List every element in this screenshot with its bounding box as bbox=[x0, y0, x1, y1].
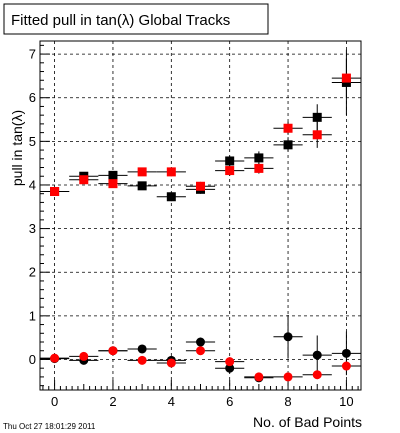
circle-marker bbox=[108, 346, 118, 356]
y-tick-label: 7 bbox=[29, 47, 36, 62]
square-marker bbox=[254, 153, 264, 163]
circle-marker bbox=[283, 332, 293, 342]
square-marker bbox=[79, 175, 89, 185]
x-tick-label: 10 bbox=[339, 394, 353, 409]
circle-marker bbox=[196, 346, 205, 356]
axis-tick-labels: 0 2 4 6 8 10 0 1 2 3 4 5 6 7 bbox=[29, 47, 354, 409]
x-axis-label: No. of Bad Points bbox=[253, 414, 362, 430]
y-tick-label: 3 bbox=[29, 221, 36, 236]
circle-marker bbox=[137, 344, 147, 354]
y-tick-label: 2 bbox=[29, 265, 36, 280]
x-tick-label: 6 bbox=[226, 394, 233, 409]
square-marker bbox=[137, 167, 147, 177]
x-tick-label: 0 bbox=[51, 394, 58, 409]
square-marker bbox=[108, 170, 118, 180]
circle-marker bbox=[341, 348, 351, 358]
square-marker bbox=[312, 112, 322, 122]
square-marker bbox=[312, 130, 322, 140]
circle-marker bbox=[283, 372, 293, 382]
y-tick-label: 5 bbox=[29, 134, 36, 149]
circle-marker bbox=[225, 357, 235, 367]
series-3 bbox=[40, 346, 361, 382]
circle-marker bbox=[166, 358, 176, 368]
circle-marker bbox=[312, 370, 322, 380]
series-1 bbox=[40, 58, 361, 197]
square-marker bbox=[166, 192, 176, 202]
x-tick-label: 4 bbox=[168, 394, 175, 409]
chart-title: Fitted pull in tan(λ) Global Tracks bbox=[11, 12, 230, 29]
square-marker bbox=[341, 73, 351, 83]
square-marker bbox=[283, 140, 293, 150]
y-axis-label: pull in tan(λ) bbox=[9, 110, 25, 186]
square-marker bbox=[108, 179, 118, 189]
y-tick-label: 1 bbox=[29, 308, 36, 323]
square-marker bbox=[137, 181, 147, 191]
circle-marker bbox=[196, 337, 205, 347]
square-marker bbox=[225, 156, 235, 166]
square-marker bbox=[166, 167, 176, 177]
square-marker bbox=[50, 187, 60, 197]
x-tick-label: 2 bbox=[109, 394, 116, 409]
timestamp: Thu Oct 27 18:01:29 2011 bbox=[3, 422, 96, 431]
data-points bbox=[40, 49, 361, 383]
x-tick-label: 8 bbox=[284, 394, 291, 409]
circle-marker bbox=[312, 350, 322, 360]
circle-marker bbox=[225, 363, 235, 373]
axis-ticks bbox=[40, 44, 359, 390]
y-tick-label: 0 bbox=[29, 352, 36, 367]
y-tick-label: 6 bbox=[29, 90, 36, 105]
title-box: Fitted pull in tan(λ) Global Tracks bbox=[3, 3, 269, 35]
circle-marker bbox=[79, 351, 89, 361]
circle-marker bbox=[341, 361, 351, 371]
circle-marker bbox=[50, 353, 60, 363]
y-tick-label: 4 bbox=[29, 177, 36, 192]
square-marker bbox=[254, 163, 264, 173]
square-marker bbox=[283, 123, 293, 133]
circle-marker bbox=[254, 372, 264, 382]
circle-marker bbox=[137, 355, 147, 365]
square-marker bbox=[225, 166, 235, 176]
square-marker bbox=[196, 181, 205, 191]
